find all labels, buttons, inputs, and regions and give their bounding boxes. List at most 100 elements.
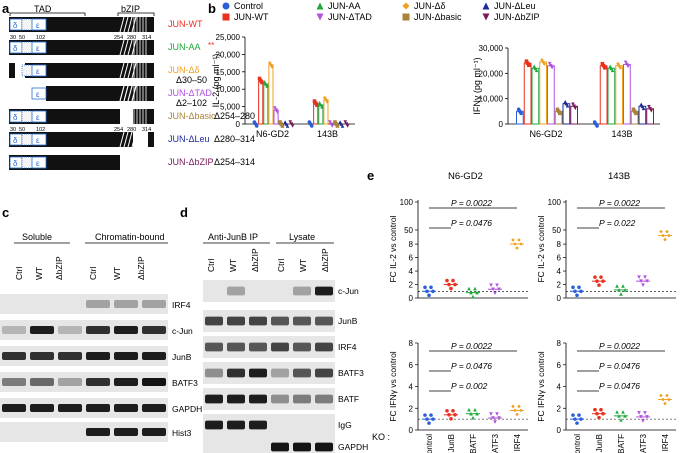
blot-band	[293, 316, 311, 326]
panel-label-e: e	[367, 168, 374, 183]
marker	[511, 238, 515, 242]
epsilon-box	[31, 110, 47, 123]
marker	[593, 275, 597, 279]
blot-band	[114, 300, 138, 308]
marker	[425, 417, 429, 421]
marker	[527, 63, 531, 67]
marker	[667, 397, 671, 402]
y-tick-label-top: 100	[400, 198, 414, 207]
y-tick-label: 10,000	[479, 95, 504, 104]
basic-stripe	[127, 62, 133, 79]
marker	[493, 420, 497, 424]
blot-band	[2, 378, 26, 386]
y-tick-label: 15,000	[216, 68, 241, 77]
marker	[517, 404, 521, 409]
marker	[425, 289, 429, 294]
marker	[453, 412, 457, 417]
basic-stripe	[123, 85, 129, 102]
marker	[312, 99, 317, 103]
y-axis-label: IL-2 (pg ml⁻¹)	[211, 54, 221, 108]
marker	[645, 279, 649, 283]
blot-band	[30, 378, 54, 386]
marker	[471, 294, 475, 299]
position-tick: 102	[36, 127, 45, 133]
bar	[539, 61, 547, 125]
marker	[315, 103, 319, 107]
panel-label-a: a	[2, 1, 10, 16]
y-tick-label-top: 50	[552, 226, 561, 235]
marker	[513, 408, 517, 413]
pvalue-label: P = 0.0022	[599, 198, 640, 208]
y-tick-label: 6	[557, 361, 562, 370]
marker	[515, 246, 519, 250]
bar	[615, 65, 623, 125]
bar	[268, 64, 274, 125]
blot-band	[86, 352, 110, 360]
basic-stripe	[123, 39, 129, 56]
bar	[547, 65, 555, 125]
construct-5: δ ε JUN-ΔLeu Δ280–314	[9, 131, 255, 148]
bzip-label: bZIP	[121, 4, 140, 14]
blot-band	[205, 316, 223, 326]
marker	[577, 413, 581, 417]
marker	[222, 2, 230, 10]
marker	[475, 290, 479, 295]
blot-band	[86, 428, 110, 436]
marker	[573, 417, 577, 421]
lane-label: WT	[228, 259, 238, 272]
lane-label: Ctrl	[206, 259, 216, 272]
marker	[601, 279, 605, 283]
y-tick-label: 25,000	[216, 33, 241, 42]
y-tick-label: 6	[409, 254, 414, 263]
epsilon-glyph: ε	[36, 136, 40, 145]
position-tick: 50	[19, 127, 25, 133]
marker	[270, 65, 274, 69]
y-axis-label: IFNγ (pg ml⁻¹)	[472, 57, 482, 114]
construct-bar-segment	[148, 132, 154, 147]
epsilon-box	[31, 18, 47, 31]
x-category-label: BATF3	[491, 433, 500, 453]
marker	[595, 411, 599, 416]
position-tick: 314	[142, 35, 151, 41]
blot-band	[249, 394, 267, 404]
construct-name: JUN-WT	[168, 19, 203, 29]
marker	[637, 411, 641, 415]
marker	[313, 101, 318, 105]
marker	[525, 61, 530, 65]
marker	[427, 421, 431, 425]
construct-name: JUN-ΔTAD	[168, 88, 212, 98]
blot-row-label: c-Jun	[172, 326, 193, 336]
blot-d-strip	[203, 310, 335, 332]
marker	[575, 421, 579, 425]
x-category-label: BATF	[469, 434, 478, 453]
blot-band	[227, 420, 245, 430]
y-tick-label: 20,000	[479, 69, 504, 78]
y-tick-label: 5,000	[220, 103, 241, 112]
construct-deletion: Δ254–280	[214, 111, 255, 121]
basic-stripe	[119, 85, 125, 102]
marker	[617, 288, 621, 292]
legend-label: JUN-Δbasic	[414, 12, 462, 22]
blot-band	[315, 394, 333, 404]
pvalue-label: P = 0.0022	[451, 341, 492, 351]
marker	[431, 417, 435, 421]
marker	[445, 408, 449, 413]
marker	[577, 285, 581, 290]
y-tick-label: 8	[409, 240, 414, 249]
y-axis-label: FC IL-2 vs control	[536, 215, 546, 282]
marker	[623, 414, 627, 418]
blot-row-label: IRF4	[172, 300, 191, 310]
marker	[631, 107, 636, 112]
marker	[515, 412, 519, 417]
blot-row-label: GAPDH	[172, 404, 202, 414]
blot-band	[142, 428, 166, 436]
y-tick-label: 0	[236, 120, 241, 129]
marker	[449, 286, 453, 291]
marker	[427, 293, 431, 298]
blot-d-strip	[203, 362, 335, 384]
lane-label: Ctrl	[276, 259, 286, 272]
epsilon-box	[31, 87, 47, 100]
lane-label: WT	[34, 267, 44, 280]
